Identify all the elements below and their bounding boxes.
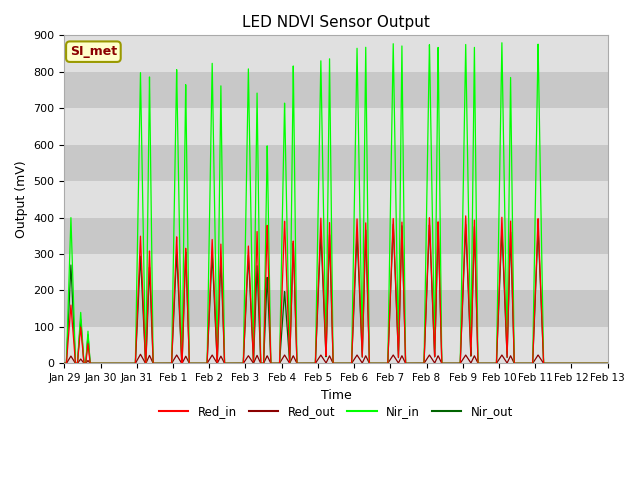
Bar <box>65 72 607 108</box>
Y-axis label: Output (mV): Output (mV) <box>15 160 28 238</box>
Bar <box>65 181 607 217</box>
Bar <box>65 217 607 254</box>
X-axis label: Time: Time <box>321 389 351 402</box>
Bar <box>65 108 607 144</box>
Legend: Red_in, Red_out, Nir_in, Nir_out: Red_in, Red_out, Nir_in, Nir_out <box>154 401 518 423</box>
Bar <box>65 254 607 290</box>
Bar <box>65 36 607 72</box>
Title: LED NDVI Sensor Output: LED NDVI Sensor Output <box>242 15 430 30</box>
Bar <box>65 290 607 327</box>
Bar <box>65 144 607 181</box>
Bar <box>65 327 607 363</box>
Text: SI_met: SI_met <box>70 45 117 58</box>
